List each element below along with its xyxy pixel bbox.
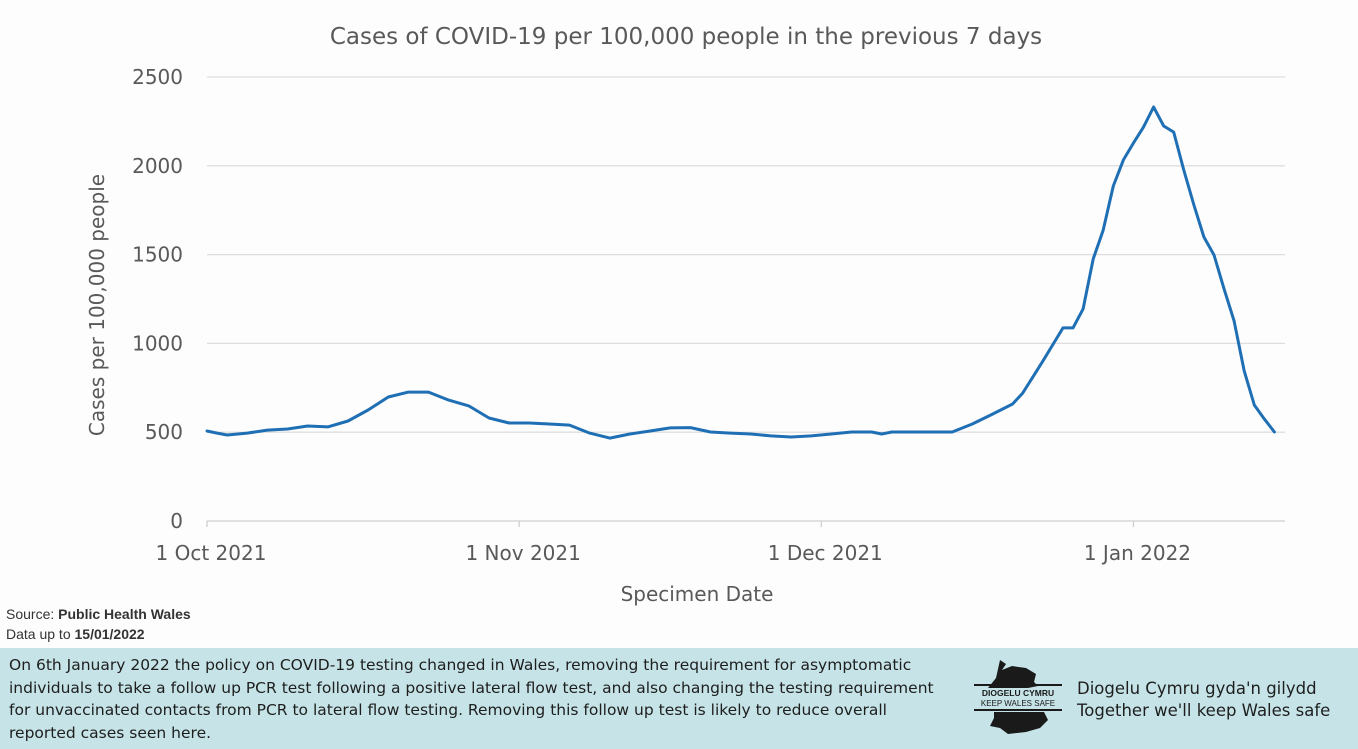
series-line: [205, 105, 1276, 440]
source-value: Public Health Wales: [58, 606, 191, 622]
policy-note: On 6th January 2022 the policy on COVID-…: [9, 656, 934, 742]
logo-text-english: KEEP WALES SAFE: [981, 699, 1055, 708]
tagline-welsh: Diogelu Cymru gyda'n gilydd: [1077, 679, 1317, 698]
x-tick-label: 1 Nov 2021: [465, 541, 580, 565]
y-tick-label: 0: [170, 509, 183, 533]
y-tick-label: 1000: [132, 331, 183, 355]
source-line: Source: Public Health Wales: [6, 606, 191, 622]
y-tick-label: 500: [145, 420, 183, 444]
data-date-line: Data up to 15/01/2022: [6, 626, 145, 642]
x-axis-label: Specimen Date: [620, 582, 774, 606]
y-axis-label: Cases per 100,000 people: [85, 173, 109, 437]
data-date-value: 15/01/2022: [74, 626, 145, 642]
tagline: Diogelu Cymru gyda'n gilydd Together we'…: [1077, 678, 1330, 722]
tagline-english: Together we'll keep Wales safe: [1077, 701, 1331, 720]
chart-title: Cases of COVID-19 per 100,000 people in …: [329, 24, 1043, 50]
keep-wales-safe-logo: DIOGELU CYMRU KEEP WALES SAFE: [974, 660, 1062, 734]
y-tick-label: 2500: [132, 65, 183, 89]
y-tick-label: 2000: [132, 154, 183, 178]
x-tick-label: 1 Dec 2021: [768, 541, 883, 565]
y-tick-label: 1500: [132, 243, 183, 267]
policy-banner: On 6th January 2022 the policy on COVID-…: [0, 648, 1358, 749]
logo-text-welsh: DIOGELU CYMRU: [982, 688, 1054, 698]
data-date-label: Data up to: [6, 626, 75, 642]
line-chart: 0 500 1000 1500 2000 2500 1 Oct 2021 1 Nov 2021…: [132, 65, 1285, 565]
x-tick-label: 1 Oct 2021: [156, 541, 267, 565]
source-label: Source:: [6, 606, 59, 622]
x-tick-label: 1 Jan 2022: [1084, 541, 1191, 565]
